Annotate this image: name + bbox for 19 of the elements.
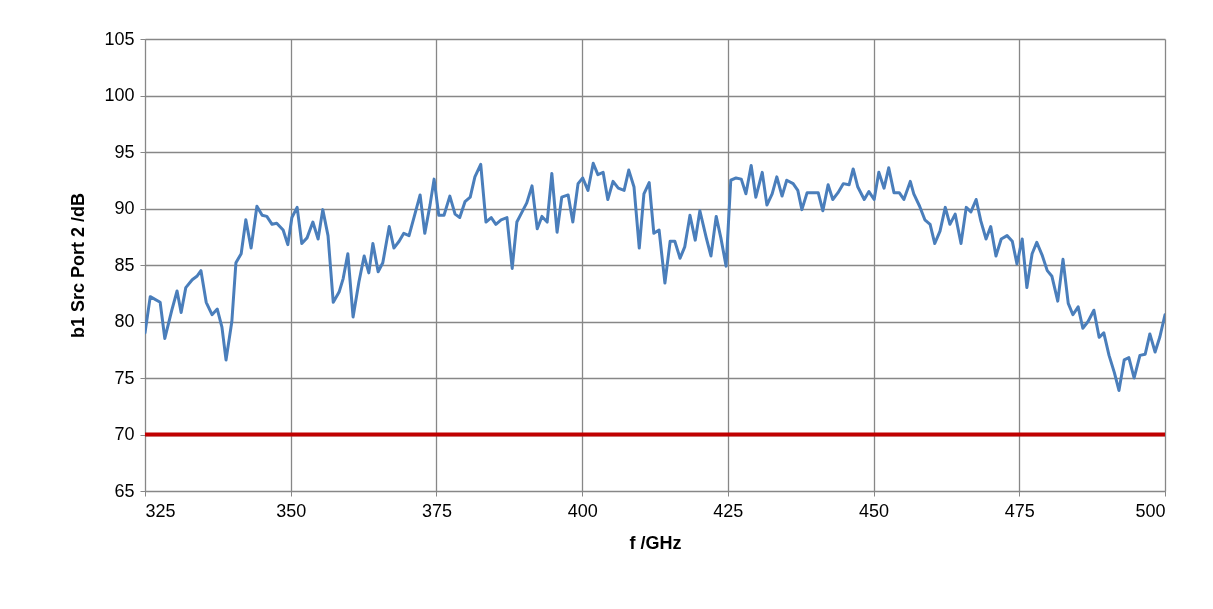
x-axis-title: f /GHz — [629, 532, 682, 553]
x-tick-label: 325 — [145, 500, 176, 521]
y-tick-label: 85 — [114, 254, 135, 275]
x-tick-label: 475 — [1004, 500, 1035, 521]
x-tick-label: 425 — [713, 500, 744, 521]
x-tick-label: 350 — [276, 500, 307, 521]
y-tick-label: 105 — [104, 28, 135, 49]
x-tick-label: 450 — [859, 500, 890, 521]
y-tick-label: 75 — [114, 367, 135, 388]
y-tick-label: 100 — [104, 85, 135, 105]
y-axis-title: b1 Src Port 2 /dB — [68, 192, 89, 339]
y-tick-label: 80 — [114, 311, 135, 331]
x-tick-label: 400 — [567, 500, 598, 521]
y-tick-label: 65 — [114, 480, 135, 501]
y-tick-label: 70 — [114, 424, 135, 444]
x-tick-label: 375 — [421, 500, 452, 521]
y-tick-label: 95 — [114, 141, 135, 162]
y-tick-label: 90 — [114, 198, 135, 218]
x-tick-label: 500 — [1135, 500, 1166, 521]
